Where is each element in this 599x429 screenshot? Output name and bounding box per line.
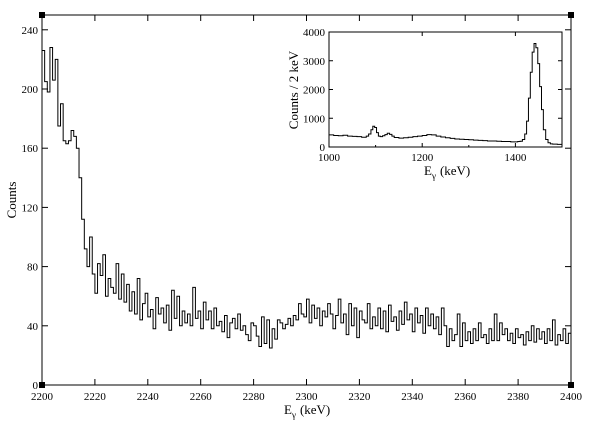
y-tick-label: 80 [27, 262, 39, 274]
main-y-axis-label: Counts [4, 182, 19, 219]
y-tick-label: 160 [22, 143, 39, 155]
x-tick-label: 2220 [84, 391, 107, 403]
y-tick-label: 240 [22, 25, 39, 37]
y-tick-label: 40 [27, 321, 39, 333]
x-tick-label: 2280 [243, 391, 266, 403]
x-tick-label: 2260 [190, 391, 213, 403]
x-tick-label: 1200 [411, 152, 434, 164]
x-tick-label: 2320 [348, 391, 371, 403]
y-tick-label: 200 [22, 84, 39, 96]
x-tick-label: 2300 [296, 391, 319, 403]
inset-y-axis-label: Counts / 2 keV [286, 50, 301, 129]
x-tick-label: 1000 [318, 152, 341, 164]
y-tick-label: 2000 [303, 85, 326, 97]
y-tick-label: 4000 [303, 27, 326, 39]
x-tick-label: 1400 [504, 152, 527, 164]
inset-spectrum-series [329, 43, 562, 145]
main-axes-ticks: 2200 2220 2240 2260 2280 2300 2320 2340 2360 2380… [22, 15, 583, 403]
y-tick-label: 0 [320, 142, 326, 154]
y-tick-label: 3000 [303, 56, 326, 68]
x-tick-label: 2240 [137, 391, 160, 403]
x-tick-label: 2400 [560, 391, 583, 403]
inset-x-axis-label: Eγ (keV) [424, 163, 470, 181]
main-x-axis-label: Eγ (keV) [284, 402, 330, 420]
x-tick-label: 2360 [454, 391, 477, 403]
x-tick-label: 2340 [401, 391, 424, 403]
y-tick-label: 120 [22, 202, 39, 214]
x-tick-label: 2200 [31, 391, 54, 403]
main-spectrum-series [42, 47, 572, 349]
y-tick-label: 0 [33, 380, 39, 392]
x-tick-label: 2380 [507, 391, 530, 403]
y-tick-label: 1000 [303, 113, 326, 125]
